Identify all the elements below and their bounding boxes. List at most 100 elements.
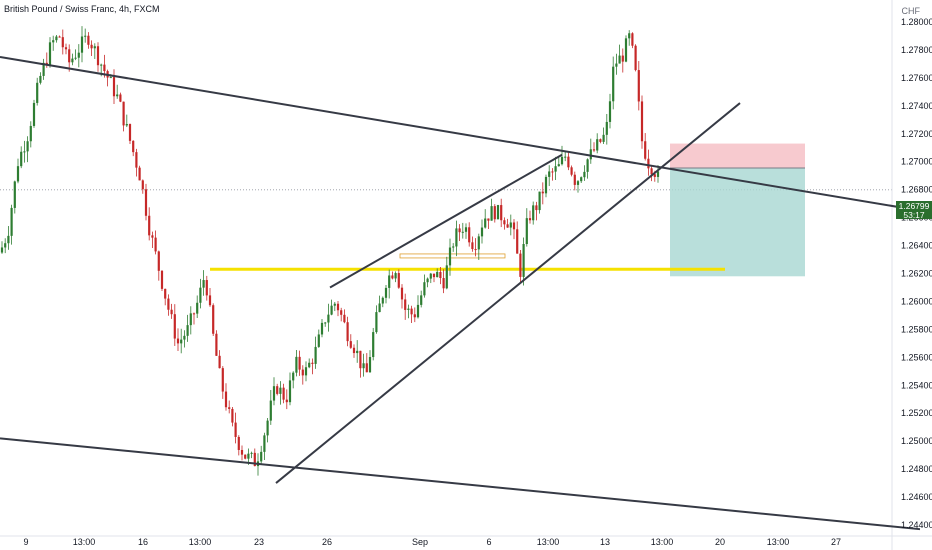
y-tick-label: 1.25000 [901, 436, 932, 446]
candle-up [266, 420, 269, 436]
candle-down [276, 386, 279, 394]
candle-up [464, 227, 468, 232]
candle-up [452, 246, 455, 248]
candle-down [458, 228, 461, 233]
candle-up [269, 400, 272, 421]
candle-down [301, 369, 304, 376]
candle-down [637, 70, 640, 102]
candle-up [490, 206, 493, 221]
candle-up [375, 312, 378, 333]
candle-down [173, 314, 176, 339]
candle-up [548, 171, 551, 177]
candle-up [538, 191, 541, 211]
candle-down [413, 314, 416, 318]
candle-down [506, 224, 509, 228]
trendline-rising-wedge-bottom [275, 102, 741, 484]
x-tick-label: 20 [715, 537, 725, 547]
candle-down [231, 408, 234, 423]
candle-up [618, 55, 621, 64]
candle-down [336, 303, 340, 311]
y-tick-label: 1.27000 [901, 157, 932, 167]
candle-down [128, 124, 132, 141]
candle-up [576, 181, 580, 185]
candle-down [359, 350, 362, 369]
candle-down [167, 298, 170, 310]
y-tick-label: 1.28000 [901, 17, 932, 27]
candle-up [496, 205, 500, 220]
candle-up [384, 287, 388, 298]
candle-down [61, 37, 64, 48]
candle-down [442, 278, 445, 289]
candle-up [93, 46, 96, 49]
candle-down [58, 36, 61, 38]
candle-up [199, 287, 202, 303]
candle-up [324, 322, 327, 324]
candle-up [20, 151, 23, 167]
y-tick-label: 1.25800 [901, 324, 932, 334]
candle-up [317, 334, 320, 347]
candle-down [176, 338, 180, 344]
candle-up [52, 40, 55, 43]
candle-up [423, 282, 426, 296]
candle-down [154, 237, 157, 252]
candle-up [525, 218, 528, 245]
candle-down [519, 253, 522, 277]
candle-up [589, 149, 592, 160]
candle-down [599, 139, 602, 142]
candle-down [541, 191, 544, 194]
candle-up [448, 247, 452, 266]
y-tick-label: 1.26800 [901, 185, 932, 195]
candle-up [532, 205, 535, 221]
candle-up [314, 346, 317, 364]
candle-down [516, 229, 519, 254]
candle-up [263, 435, 266, 452]
candle-down [170, 309, 173, 315]
candle-up [186, 325, 189, 336]
trendline-descending-resistance [0, 55, 921, 212]
candle-down [391, 275, 394, 279]
candle-down [640, 101, 644, 142]
x-tick-label: 6 [486, 537, 491, 547]
candle-down [208, 295, 212, 306]
candle-down [132, 140, 135, 153]
candle-down [397, 273, 400, 288]
candle-up [279, 387, 282, 394]
candle-up [455, 228, 458, 247]
candle-up [80, 36, 84, 53]
candle-down [164, 288, 167, 299]
candle-up [26, 141, 29, 152]
candle-up [250, 452, 253, 454]
y-tick-label: 1.25200 [901, 408, 932, 418]
candle-up [16, 166, 20, 182]
candle-up [394, 273, 397, 279]
candle-down [135, 152, 138, 168]
x-tick-label: 9 [23, 537, 28, 547]
candle-down [96, 46, 100, 66]
x-tick-label: 26 [322, 537, 332, 547]
y-tick-label: 1.27200 [901, 129, 932, 139]
y-tick-label: 1.27400 [901, 101, 932, 111]
candle-down [64, 47, 68, 50]
candle-down [592, 149, 596, 151]
y-tick-label: 1.25400 [901, 380, 932, 390]
candle-up [295, 356, 298, 373]
candle-up [260, 451, 263, 462]
candle-down [631, 33, 634, 46]
candle-down [215, 333, 218, 356]
x-tick-label: 27 [831, 537, 841, 547]
candle-up [372, 332, 375, 358]
candle-down [224, 391, 228, 408]
candle-down [644, 141, 647, 159]
candle-down [244, 454, 247, 459]
trendline-rising-wedge-top [329, 153, 563, 289]
candle-down [349, 341, 352, 348]
candle-up [557, 164, 560, 167]
candle-down [151, 235, 154, 238]
candle-up [100, 64, 103, 66]
candle-up [407, 308, 410, 310]
candle-up [544, 176, 548, 194]
candle-up [586, 159, 589, 172]
candle-up [29, 125, 32, 142]
